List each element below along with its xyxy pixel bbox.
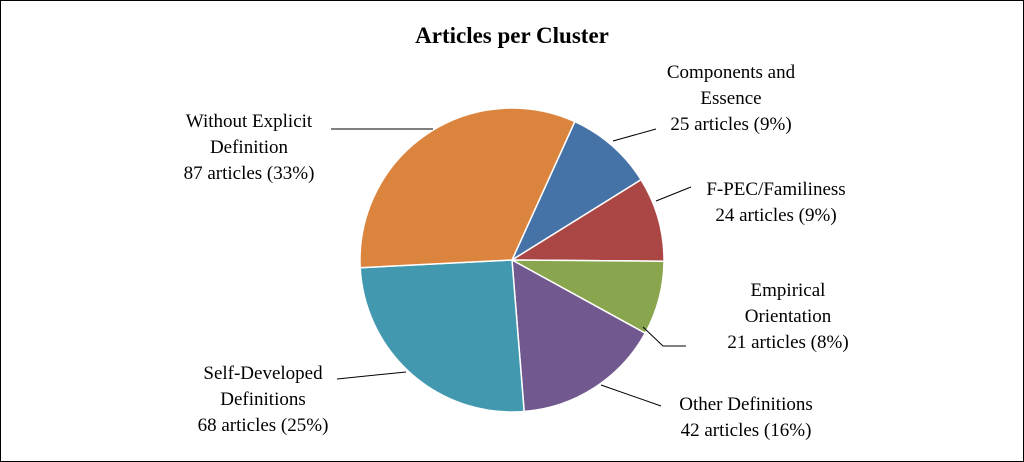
slice-label: F-PEC/Familiness 24 articles (9%) — [646, 177, 906, 229]
category-label: Components and Essence — [666, 62, 796, 109]
pie-slice — [359, 259, 525, 413]
leader-line — [655, 186, 692, 202]
value-label: 42 articles (16%) — [680, 420, 812, 441]
category-label: Self-Developed Definitions — [203, 363, 323, 410]
leader-line — [600, 384, 662, 407]
slice-label: Components and Essence 25 articles (9%) — [601, 60, 861, 138]
pie-slice — [511, 258, 647, 413]
pie-slice — [510, 120, 643, 262]
category-label: Without Explicit Definition — [185, 111, 313, 158]
value-label: 68 articles (25%) — [197, 415, 329, 436]
leader-line — [612, 128, 657, 142]
chart-title: Articles per Cluster — [415, 23, 609, 48]
slice-label: Without Explicit Definition 87 articles (… — [119, 109, 379, 187]
value-label: 24 articles (9%) — [715, 205, 837, 226]
slice-label: Self-Developed Definitions 68 articles (2… — [133, 361, 393, 439]
pie-slice — [359, 107, 576, 269]
category-label: Empirical Orientation — [744, 280, 832, 327]
value-label: 25 articles (9%) — [670, 114, 792, 135]
slice-label: Other Definitions 42 articles (16%) — [616, 392, 876, 444]
category-label: F-PEC/Familiness — [706, 179, 846, 200]
leader-line — [336, 371, 407, 380]
value-label: 21 articles (8%) — [727, 332, 849, 353]
pie-slice — [509, 178, 665, 262]
category-label: Other Definitions — [679, 394, 813, 415]
leader-line — [642, 326, 686, 347]
slice-label: Empirical Orientation 21 articles (8%) — [658, 278, 918, 356]
value-label: 87 articles (33%) — [183, 163, 315, 184]
